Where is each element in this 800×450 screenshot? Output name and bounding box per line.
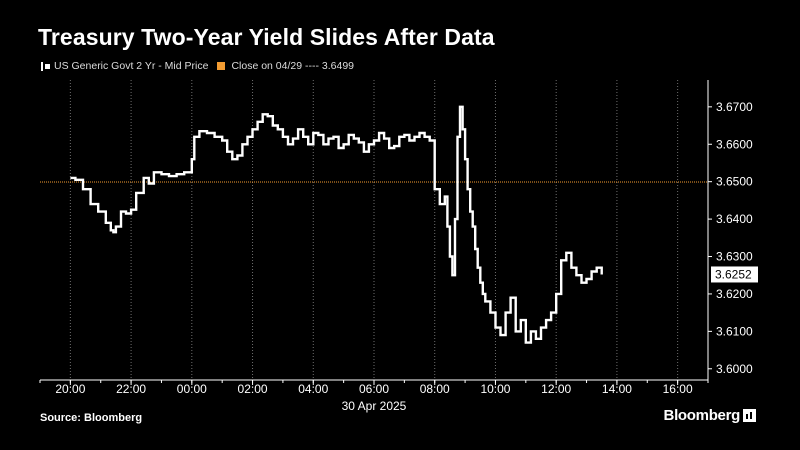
y-axis-ticks: 3.6000 3.6100 3.6200 3.6300 3.6400 3.6500 3.66… [708,100,753,376]
grid-lines [69,80,679,380]
legend-series-label: US Generic Govt 2 Yr - Mid Price [54,60,209,72]
x-tick-label: 04:00 [298,382,328,396]
orange-square-icon [217,62,226,70]
y-tick-label: 3.6300 [716,250,753,264]
x-axis-ticks: 20:00 22:00 00:00 02:00 04:00 06:00 08:00 10:00… [39,380,709,396]
last-value-label-text: 3.6252 [715,267,752,281]
x-tick-label: 20:00 [55,382,85,396]
x-tick-label: 00:00 [177,382,207,396]
series-line [70,105,603,344]
y-tick-label: 3.6000 [716,362,753,376]
x-tick-label: 06:00 [359,382,389,396]
legend-reference-label: Close on 04/29 ---- 3.6499 [231,60,355,72]
last-value-label-bg [711,266,758,283]
chart-title: Treasury Two-Year Yield Slides After Dat… [38,24,495,50]
y-tick-label: 3.6700 [716,100,753,114]
x-axis-date-label: 30 Apr 2025 [342,399,407,413]
x-tick-label: 08:00 [420,382,450,396]
x-tick-label: 12:00 [541,382,571,396]
x-tick-label: 14:00 [602,382,632,396]
bloomberg-logo-icon [743,409,756,422]
chart-legend: US Generic Govt 2 Yr - Mid Price Close o… [40,59,354,73]
brand-name: Bloomberg [663,407,741,424]
series-swatch-icon [40,61,51,72]
last-value-label: 3.6252 [711,266,758,283]
source-note: Source: Bloomberg [40,412,143,424]
y-tick-label: 3.6600 [716,137,753,151]
y-tick-label: 3.6100 [716,324,753,338]
y-tick-label: 3.6200 [716,287,753,301]
y-tick-label: 3.6400 [716,212,753,226]
x-tick-label: 02:00 [238,382,268,396]
x-tick-label: 22:00 [116,382,146,396]
x-tick-label: 16:00 [663,382,693,396]
x-tick-label: 10:00 [480,382,510,396]
y-tick-label: 3.6500 [716,175,753,189]
brand-logo: Bloomberg [664,407,756,424]
